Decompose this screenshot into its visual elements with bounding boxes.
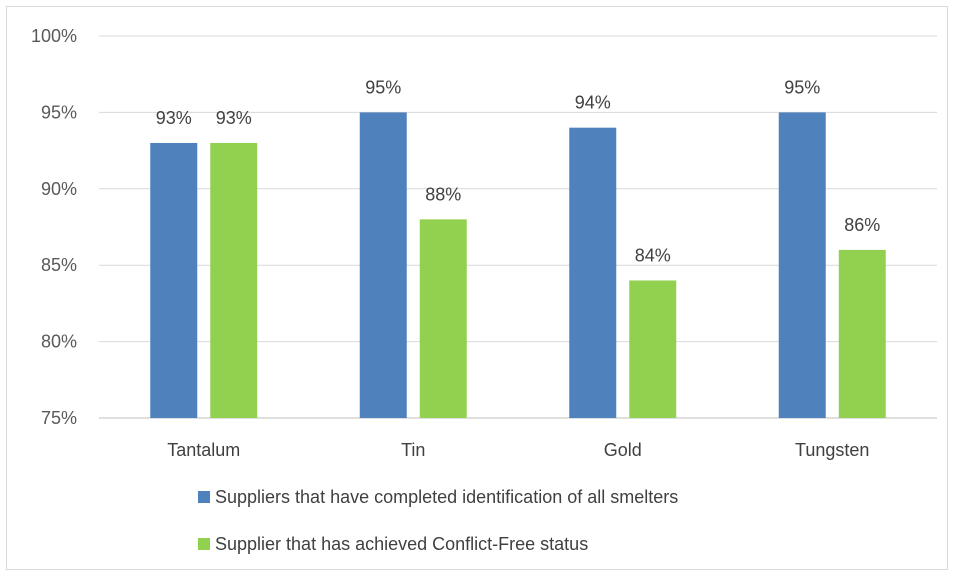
x-category-label: Tantalum	[167, 440, 240, 460]
y-tick-label: 85%	[41, 255, 77, 275]
legend: Suppliers that have completed identifica…	[198, 487, 678, 554]
y-tick-label: 95%	[41, 102, 77, 122]
y-tick-label: 80%	[41, 332, 77, 352]
bars	[150, 112, 886, 419]
y-tick-label: 90%	[41, 179, 77, 199]
x-axis-category-labels: Tantalum Tin Gold Tungsten	[167, 440, 869, 460]
bar-tungsten-series-2	[838, 249, 886, 418]
x-category-label: Tin	[401, 440, 425, 460]
legend-label: Supplier that has achieved Conflict-Free…	[215, 534, 588, 554]
data-label: 86%	[844, 215, 880, 235]
legend-item: Supplier that has achieved Conflict-Free…	[198, 534, 588, 554]
data-label: 94%	[575, 93, 611, 113]
legend-label: Suppliers that have completed identifica…	[215, 487, 678, 507]
legend-swatch	[198, 538, 210, 550]
bar-tungsten-series-1	[778, 112, 826, 419]
data-label: 93%	[156, 108, 192, 128]
data-label: 93%	[216, 108, 252, 128]
bar-tantalum-series-1	[150, 142, 198, 418]
data-label: 95%	[365, 77, 401, 97]
y-axis-tick-labels: 75% 80% 85% 90% 95% 100%	[31, 26, 77, 428]
data-label: 88%	[425, 184, 461, 204]
bar-gold-series-2	[629, 280, 677, 418]
bar-chart: 75% 80% 85% 90% 95% 100% 93% 93% 95% 88% 94% 84% 95…	[31, 26, 937, 554]
bar-tantalum-series-2	[210, 142, 258, 418]
x-category-label: Gold	[604, 440, 642, 460]
chart-frame: 75% 80% 85% 90% 95% 100% 93% 93% 95% 88% 94% 84% 95…	[6, 6, 948, 570]
data-label: 95%	[784, 77, 820, 97]
x-category-label: Tungsten	[795, 440, 869, 460]
y-tick-label: 100%	[31, 26, 77, 46]
bar-gold-series-1	[569, 127, 617, 419]
bar-tin-series-2	[419, 219, 467, 418]
data-labels: 93% 93% 95% 88% 94% 84% 95% 86%	[156, 77, 881, 265]
legend-swatch	[198, 491, 210, 503]
legend-item: Suppliers that have completed identifica…	[198, 487, 678, 507]
bar-tin-series-1	[359, 112, 407, 419]
y-tick-label: 75%	[41, 408, 77, 428]
data-label: 84%	[635, 245, 671, 265]
